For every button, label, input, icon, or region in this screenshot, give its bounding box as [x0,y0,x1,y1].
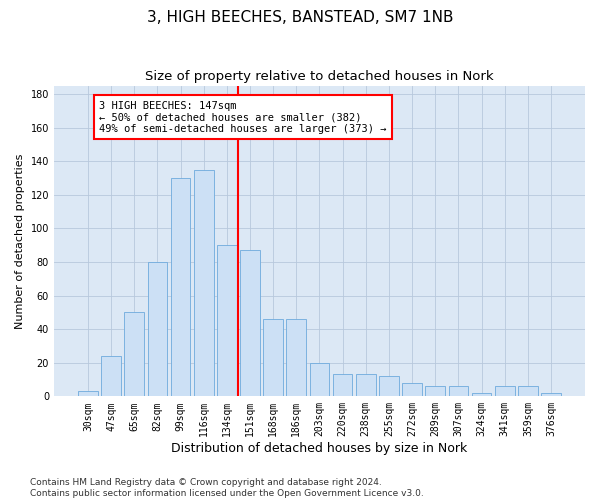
Bar [263,319,283,396]
Bar [472,393,491,396]
Bar [240,250,260,396]
Bar [217,245,236,396]
Bar [356,374,376,396]
Bar [449,386,468,396]
Y-axis label: Number of detached properties: Number of detached properties [15,154,25,328]
Text: 3 HIGH BEECHES: 147sqm
← 50% of detached houses are smaller (382)
49% of semi-de: 3 HIGH BEECHES: 147sqm ← 50% of detached… [100,100,387,134]
Bar [541,393,561,396]
Bar [148,262,167,396]
Bar [495,386,515,396]
Bar [333,374,352,396]
Text: Contains HM Land Registry data © Crown copyright and database right 2024.
Contai: Contains HM Land Registry data © Crown c… [30,478,424,498]
Bar [170,178,190,396]
Bar [402,383,422,396]
Bar [379,376,399,396]
Text: 3, HIGH BEECHES, BANSTEAD, SM7 1NB: 3, HIGH BEECHES, BANSTEAD, SM7 1NB [147,10,453,25]
Bar [78,392,98,396]
Bar [286,319,306,396]
Bar [101,356,121,397]
Bar [518,386,538,396]
X-axis label: Distribution of detached houses by size in Nork: Distribution of detached houses by size … [172,442,467,455]
Bar [310,362,329,396]
Bar [124,312,144,396]
Title: Size of property relative to detached houses in Nork: Size of property relative to detached ho… [145,70,494,83]
Bar [194,170,214,396]
Bar [425,386,445,396]
